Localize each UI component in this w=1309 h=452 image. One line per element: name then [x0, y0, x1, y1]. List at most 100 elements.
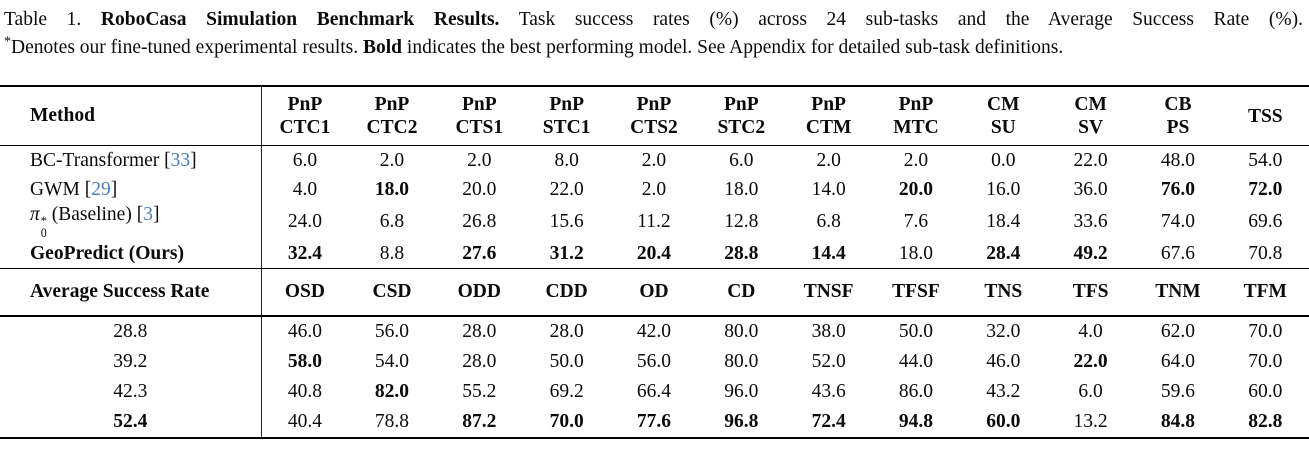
score-cell: 32.0 — [986, 321, 1021, 343]
column-header: PnP CTS2 — [610, 86, 698, 146]
score-cell: 49.2 — [1046, 239, 1135, 270]
pi-symbol: π — [30, 204, 40, 225]
score-cell: 84.8 — [1160, 411, 1195, 433]
score-cell: 60.0 — [1248, 381, 1283, 403]
method-label: π * 0 (Baseline) [3] — [0, 204, 261, 239]
citation-bracket-open: [ — [136, 204, 144, 225]
column-header: TNSF — [784, 268, 873, 318]
score-cell: 80.0 — [724, 351, 759, 373]
score-cell: 28.0 — [462, 321, 497, 343]
score-cell: 55.2 — [462, 381, 497, 403]
score-cell: 52.0 — [811, 351, 846, 373]
score-cell: 86.0 — [898, 381, 934, 403]
score-cell: 56.0 — [636, 351, 672, 373]
column-header: OD — [610, 268, 698, 318]
table-row: 39.2 58.0 54.0 28.0 50.0 56.0 80.0 52.0 44.0 46.0… — [0, 347, 1309, 378]
header-row-subtasks-2: Average Success Rate OSD CSD ODD CDD OD CD TNSF… — [0, 268, 1309, 318]
score-cell: 69.6 — [1248, 210, 1283, 232]
caption-line-1: Table 1. RoboCasa Simulation Benchmark R… — [4, 6, 1303, 34]
score-cell: 20.0 — [898, 178, 934, 200]
score-cell: 67.6 — [1134, 239, 1222, 270]
score-cell: 44.0 — [898, 351, 934, 373]
column-header-line: CM — [1074, 94, 1107, 115]
score-cell: 4.0 — [260, 175, 349, 204]
score-cell: 28.0 — [462, 351, 497, 373]
column-header-line: PnP — [287, 94, 323, 115]
score-cell: 2.0 — [903, 149, 929, 171]
score-cell: 2.0 — [467, 149, 492, 171]
score-cell: 70.0 — [1248, 321, 1283, 343]
table-row: 28.8 46.0 56.0 28.0 28.0 42.0 80.0 38.0 50.0 32.0… — [0, 316, 1309, 348]
caption-text-2b: indicates the best performing model. See… — [406, 37, 1064, 58]
score-cell: 15.6 — [549, 210, 584, 232]
method-column-header: Method — [0, 86, 261, 146]
average-success-rate-cell: 28.8 — [113, 321, 148, 343]
score-cell: 58.0 — [260, 347, 349, 378]
score-cell: 66.4 — [636, 381, 672, 403]
score-cell: 62.0 — [1160, 321, 1195, 343]
score-cell: 2.0 — [816, 149, 841, 171]
method-name-text: BC-Transformer — [30, 149, 165, 171]
score-cell: 26.8 — [462, 210, 497, 232]
score-cell: 31.2 — [522, 239, 611, 270]
score-cell: 50.0 — [549, 351, 584, 373]
score-cell: 27.6 — [435, 239, 523, 270]
column-header-line: STC2 — [717, 117, 766, 138]
citation-link[interactable]: [3] — [137, 204, 160, 225]
column-header: TFM — [1221, 268, 1309, 318]
subtask-header-block-2: Average Success Rate OSD CSD ODD CDD OD CD TNSF… — [0, 268, 1309, 318]
score-cell: 2.0 — [641, 178, 667, 200]
table-row: π * 0 (Baseline) [3] 24.0 6.8 26.8 15.6 11.2 12.… — [0, 204, 1309, 240]
column-header-line: PnP — [898, 94, 934, 115]
column-header: CDD — [522, 268, 611, 318]
average-success-rate-header: Average Success Rate — [0, 268, 261, 318]
caption-title: RoboCasa Simulation Benchmark Results. — [100, 9, 500, 30]
citation-bracket-open: [ — [84, 178, 92, 200]
score-cell: 6.0 — [1078, 381, 1103, 403]
score-cell: 8.0 — [554, 149, 579, 171]
score-cell: 72.0 — [1248, 178, 1283, 200]
score-cell: 40.4 — [260, 407, 349, 439]
score-cell: 42.0 — [636, 321, 672, 343]
score-cell: 80.0 — [724, 321, 759, 343]
column-header-line: PnP — [636, 94, 672, 115]
average-success-rate-cell: 52.4 — [113, 411, 148, 433]
pi-scripts: * 0 — [41, 215, 47, 239]
score-cell: 48.0 — [1160, 149, 1195, 171]
average-success-rate-cell: 42.3 — [113, 381, 148, 403]
column-header: PnP CTS1 — [435, 86, 523, 146]
score-cell: 18.0 — [872, 239, 960, 270]
column-header-line: CTC2 — [366, 117, 418, 138]
score-cell: 69.2 — [549, 381, 584, 403]
score-cell: 28.0 — [549, 321, 584, 343]
score-cell: 36.0 — [1073, 178, 1108, 200]
score-cell: 14.0 — [811, 178, 846, 200]
score-cell: 28.8 — [697, 239, 785, 270]
score-cell: 0.0 — [991, 149, 1016, 171]
citation-link[interactable]: [29] — [85, 179, 118, 200]
score-cell: 82.0 — [374, 381, 410, 403]
table-row: 42.3 40.8 82.0 55.2 69.2 66.4 96.0 43.6 86.0 43.2… — [0, 377, 1309, 408]
score-cell: 96.8 — [724, 411, 759, 433]
citation-bracket-close: ] — [190, 149, 197, 171]
score-cell: 59.6 — [1160, 381, 1195, 403]
subtask-header-block-1: Method PnP CTC1 PnP CTC2 PnP CTS1 PnP STC1 PnP CTS… — [0, 86, 1309, 146]
header-row-subtasks-1: Method PnP CTC1 PnP CTC2 PnP CTS1 PnP STC1 PnP CTS… — [0, 86, 1309, 146]
column-header-line: PnP — [374, 94, 410, 115]
score-cell: 28.4 — [959, 239, 1047, 270]
score-cell: 54.0 — [1248, 149, 1283, 171]
column-header: TFSF — [872, 268, 960, 318]
score-cell: 4.0 — [1078, 321, 1103, 343]
score-cell: 50.0 — [898, 321, 934, 343]
citation-link[interactable]: [33] — [164, 150, 197, 171]
method-name-text: (Baseline) — [46, 204, 137, 225]
column-header: PnP CTM — [784, 86, 873, 146]
score-cell: 2.0 — [379, 149, 405, 171]
pi-superscript-star: * — [40, 214, 47, 229]
column-header: CSD — [348, 268, 436, 318]
column-header-line: STC1 — [542, 117, 591, 138]
score-cell: 20.4 — [610, 239, 698, 270]
column-header-line: SU — [990, 117, 1016, 138]
score-cell: 46.0 — [260, 316, 349, 348]
score-cell: 94.8 — [898, 411, 934, 433]
